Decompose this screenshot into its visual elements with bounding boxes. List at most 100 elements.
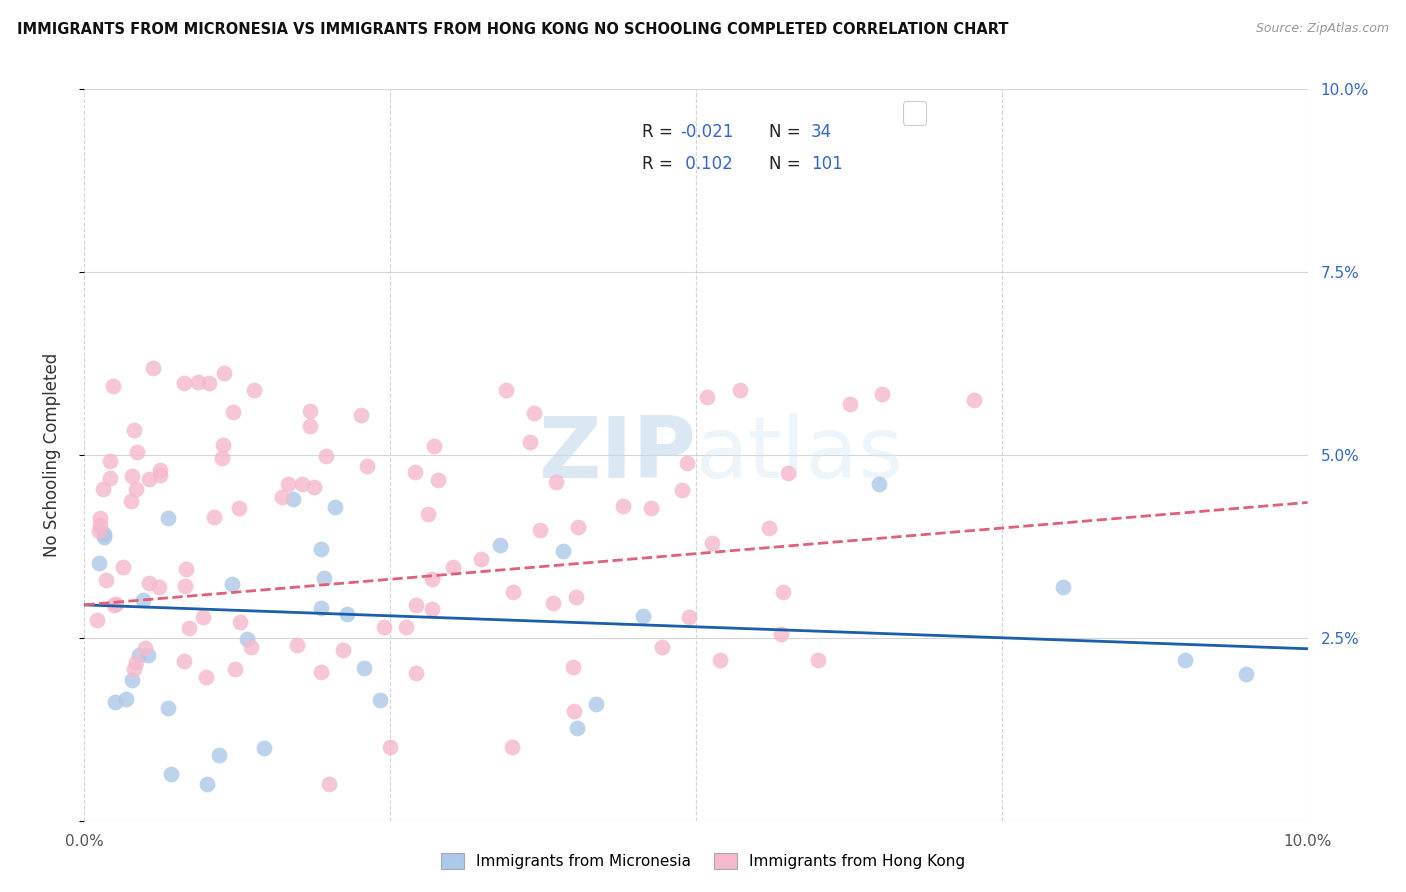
Point xyxy=(700,536,723,550)
Text: N =: N = xyxy=(769,122,806,141)
Point xyxy=(709,653,731,667)
Point xyxy=(1236,667,1258,681)
Point xyxy=(311,542,333,557)
Text: R =: R = xyxy=(643,155,678,173)
Point xyxy=(776,466,799,480)
Point xyxy=(420,572,443,586)
Point xyxy=(134,640,156,655)
Point xyxy=(640,501,662,516)
Point xyxy=(651,640,673,654)
Point xyxy=(312,571,335,585)
Point xyxy=(963,393,986,408)
Point xyxy=(221,577,243,591)
Point xyxy=(309,665,332,679)
Point xyxy=(373,620,395,634)
Point xyxy=(416,507,439,521)
Point xyxy=(173,654,195,668)
Point xyxy=(104,597,127,611)
Point xyxy=(567,520,589,534)
Point xyxy=(93,530,115,544)
Point xyxy=(283,492,305,507)
Point xyxy=(253,741,276,756)
Point xyxy=(89,517,111,532)
Point xyxy=(350,408,373,422)
Point xyxy=(633,609,655,624)
Point xyxy=(678,610,700,624)
Point xyxy=(222,405,245,419)
Point xyxy=(395,620,418,634)
Point xyxy=(138,576,160,591)
Point xyxy=(148,580,170,594)
Text: R =: R = xyxy=(643,122,678,141)
Point xyxy=(101,379,124,393)
Point xyxy=(671,483,693,497)
Point xyxy=(565,721,588,735)
Point xyxy=(405,665,427,680)
Point xyxy=(502,585,524,599)
Point xyxy=(104,695,127,709)
Point xyxy=(195,777,218,791)
Point xyxy=(132,592,155,607)
Point xyxy=(229,615,252,630)
Point xyxy=(287,638,309,652)
Point xyxy=(298,418,321,433)
Text: -0.021: -0.021 xyxy=(681,122,734,141)
Point xyxy=(187,375,209,389)
Point xyxy=(772,585,794,599)
Point xyxy=(470,552,492,566)
Point xyxy=(149,467,172,482)
Point xyxy=(96,574,118,588)
Point xyxy=(212,438,235,452)
Point xyxy=(243,383,266,397)
Point xyxy=(156,701,179,715)
Point xyxy=(838,396,860,410)
Point xyxy=(211,451,233,466)
Point xyxy=(298,404,321,418)
Point xyxy=(93,483,115,497)
Point xyxy=(529,523,551,537)
Point xyxy=(121,469,143,483)
Point xyxy=(124,663,146,677)
Point xyxy=(112,559,135,574)
Point xyxy=(441,559,464,574)
Point xyxy=(277,477,299,491)
Point xyxy=(872,386,894,401)
Point xyxy=(502,740,524,755)
Legend:  xyxy=(903,101,927,125)
Point xyxy=(193,609,215,624)
Point xyxy=(198,376,221,390)
Point xyxy=(562,704,585,718)
Point xyxy=(420,601,443,615)
Point xyxy=(121,673,143,687)
Point xyxy=(1174,653,1197,667)
Point xyxy=(173,376,195,390)
Point xyxy=(380,740,402,755)
Point xyxy=(128,648,150,663)
Text: Source: ZipAtlas.com: Source: ZipAtlas.com xyxy=(1256,22,1389,36)
Point xyxy=(291,476,314,491)
Point xyxy=(149,462,172,476)
Point xyxy=(115,692,138,706)
Point xyxy=(523,406,546,420)
Point xyxy=(89,510,111,524)
Point xyxy=(179,621,201,635)
Text: ZIP: ZIP xyxy=(538,413,696,497)
Point xyxy=(98,471,121,485)
Point xyxy=(202,510,225,524)
Point xyxy=(240,640,263,655)
Point xyxy=(212,366,235,380)
Point xyxy=(87,524,110,538)
Point xyxy=(138,472,160,486)
Point xyxy=(125,656,148,670)
Y-axis label: No Schooling Completed: No Schooling Completed xyxy=(42,353,60,557)
Point xyxy=(156,511,179,525)
Point xyxy=(89,556,111,570)
Point xyxy=(585,698,607,712)
Point xyxy=(224,662,246,676)
Point xyxy=(315,449,337,463)
Point xyxy=(120,494,142,508)
Point xyxy=(427,473,450,487)
Text: atlas: atlas xyxy=(696,413,904,497)
Point xyxy=(543,596,565,610)
Point xyxy=(142,361,165,376)
